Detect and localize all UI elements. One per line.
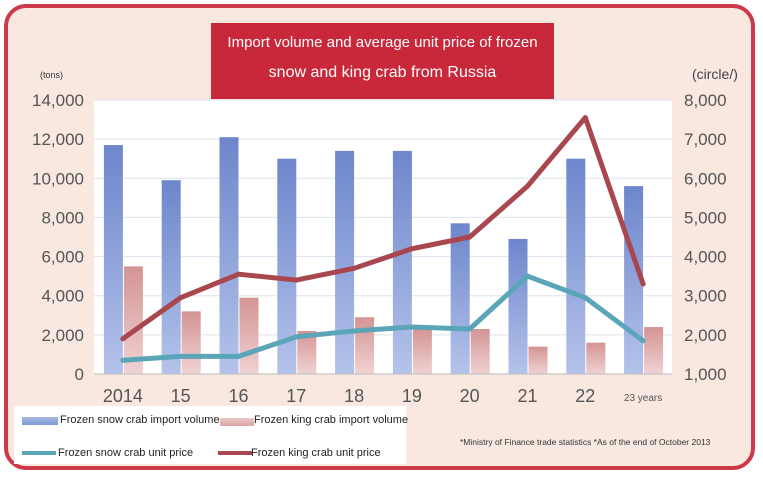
x-tick-label: 15 (171, 386, 191, 406)
line-king-price-point (120, 336, 126, 342)
x-tick-label: 17 (286, 386, 306, 406)
left-tick-label: 10,000 (32, 169, 84, 188)
bar-king-volume (239, 297, 259, 374)
bar-king-volume (123, 266, 143, 374)
right-tick-label: 7,000 (684, 130, 727, 149)
bar-snow-volume (392, 150, 412, 374)
line-king-price-point (409, 246, 415, 252)
line-snow-price-point (640, 338, 646, 344)
line-king-price-point (178, 295, 184, 301)
bar-king-volume (470, 328, 490, 374)
bar-king-volume (297, 330, 317, 374)
line-king-price-point (640, 281, 646, 287)
left-tick-label: 6,000 (41, 248, 84, 267)
bar-king-volume (355, 317, 375, 374)
right-tick-label: 4,000 (684, 248, 727, 267)
bar-snow-volume (277, 158, 297, 374)
bar-king-volume (412, 328, 432, 374)
line-snow-price-point (120, 357, 126, 363)
x-tick-label: 18 (344, 386, 364, 406)
axes: 0 2,000 4,000 6,000 8,000 10,000 12,000 14,000 1… (32, 91, 727, 406)
line-snow-price-point (236, 353, 241, 359)
left-tick-label: 8,000 (41, 208, 84, 227)
bar-snow-volume (566, 158, 586, 374)
legend-swatch-king-volume (220, 418, 254, 426)
line-king-price-point (293, 277, 299, 283)
bar-snow-volume (161, 180, 181, 374)
legend-label-snow-volume: Frozen snow crab import volume (60, 414, 220, 426)
legend (14, 406, 406, 464)
right-axis-unit: (circle/) (692, 66, 738, 82)
bar-snow-volume (450, 223, 470, 374)
line-snow-price-point (467, 326, 473, 332)
line-king-price-point (467, 234, 473, 240)
bar-snow-volume (508, 238, 528, 374)
right-tick-label: 1,000 (684, 365, 727, 384)
line-king-price-point (582, 115, 588, 121)
legend-label-king-price: Frozen king crab unit price (251, 447, 381, 459)
title-line-2: snow and king crab from Russia (268, 64, 497, 81)
bar-snow-volume (103, 145, 123, 374)
right-tick-label: 2,000 (684, 326, 727, 345)
line-snow-price-point (293, 334, 299, 340)
x-tick-label: 19 (402, 386, 422, 406)
right-tick-label: 8,000 (684, 91, 727, 110)
bar-king-volume (528, 346, 548, 374)
bar-snow-volume (219, 137, 239, 374)
left-tick-label: 12,000 (32, 130, 84, 149)
line-king-price-point (351, 265, 357, 271)
x-tick-label: 22 (575, 386, 595, 406)
left-axis-unit: (tons) (40, 70, 63, 80)
line-snow-price-point (409, 324, 415, 330)
chart-title: Import volume and average unit price of … (211, 23, 554, 99)
line-king-price-point (236, 271, 241, 277)
bar-snow-volume (335, 150, 355, 374)
line-snow-price-point (351, 328, 357, 334)
left-tick-label: 14,000 (32, 91, 84, 110)
legend-label-snow-price: Frozen snow crab unit price (58, 447, 194, 459)
x-tick-label: 2014 (103, 386, 143, 406)
right-tick-label: 3,000 (684, 287, 727, 306)
left-tick-label: 0 (75, 365, 84, 384)
right-tick-label: 5,000 (684, 208, 727, 227)
bars (103, 137, 664, 374)
bar-king-volume (181, 311, 201, 374)
title-line-1: Import volume and average unit price of … (227, 34, 538, 51)
legend-label-king-volume: Frozen king crab import volume (254, 414, 409, 426)
left-tick-label: 4,000 (41, 287, 84, 306)
legend-swatch-king-price (218, 451, 252, 455)
bar-king-volume (586, 342, 606, 374)
left-tick-label: 2,000 (41, 326, 84, 345)
legend-swatch-snow-volume (22, 417, 58, 425)
bar-king-volume (644, 327, 664, 374)
line-snow-price (120, 273, 646, 363)
x-tick-label: 23 years (624, 393, 662, 404)
x-tick-label: 16 (228, 386, 248, 406)
lines (120, 115, 646, 363)
right-tick-label: 6,000 (684, 169, 727, 188)
source-note: *Ministry of Finance trade statistics *A… (460, 437, 711, 447)
x-tick-label: 20 (460, 386, 480, 406)
line-snow-price-point (178, 353, 184, 359)
line-king-price (120, 115, 646, 342)
line-snow-price-point (525, 273, 530, 279)
x-tick-label: 21 (517, 386, 537, 406)
line-king-price-point (525, 183, 530, 189)
legend-swatch-snow-price (22, 451, 56, 455)
line-snow-price-point (582, 295, 588, 301)
